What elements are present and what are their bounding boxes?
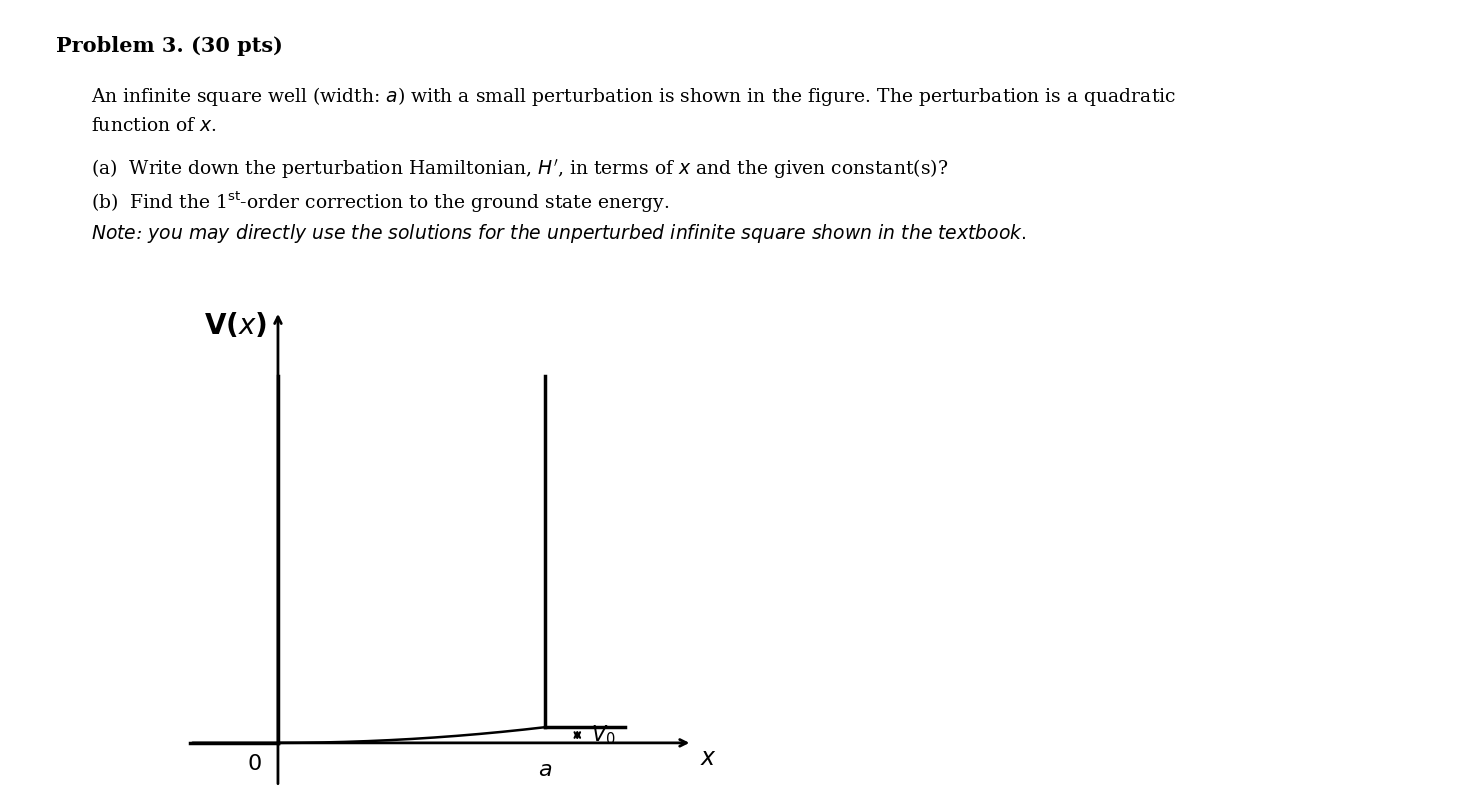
Text: $\mathit{0}$: $\mathit{0}$ xyxy=(247,754,262,776)
Text: $\mathit{V}_0$: $\mathit{V}_0$ xyxy=(591,723,616,746)
Text: (a)  Write down the perturbation Hamiltonian, $\mathit{H'}$, in terms of $\mathi: (a) Write down the perturbation Hamilton… xyxy=(91,157,948,182)
Text: (b)  Find the 1$^\mathrm{st}$-order correction to the ground state energy.: (b) Find the 1$^\mathrm{st}$-order corre… xyxy=(91,190,669,215)
Text: Problem 3. (30 pts): Problem 3. (30 pts) xyxy=(56,36,282,56)
Text: $\it{Note}$: $\it{you\ may\ directly\ use\ the\ solutions\ for\ the\ unperturbed: $\it{Note}$: $\it{you\ may\ directly\ us… xyxy=(91,222,1026,245)
Text: $\mathit{a}$: $\mathit{a}$ xyxy=(538,759,553,780)
Text: $\mathbf{V(}$$\mathit{x}$$\mathbf{)}$: $\mathbf{V(}$$\mathit{x}$$\mathbf{)}$ xyxy=(204,311,268,340)
Text: $\mathit{x}$: $\mathit{x}$ xyxy=(700,747,717,770)
Text: An infinite square well (width: $\mathit{a}$) with a small perturbation is shown: An infinite square well (width: $\mathit… xyxy=(91,85,1176,108)
Text: function of $\mathit{x}$.: function of $\mathit{x}$. xyxy=(91,117,218,135)
